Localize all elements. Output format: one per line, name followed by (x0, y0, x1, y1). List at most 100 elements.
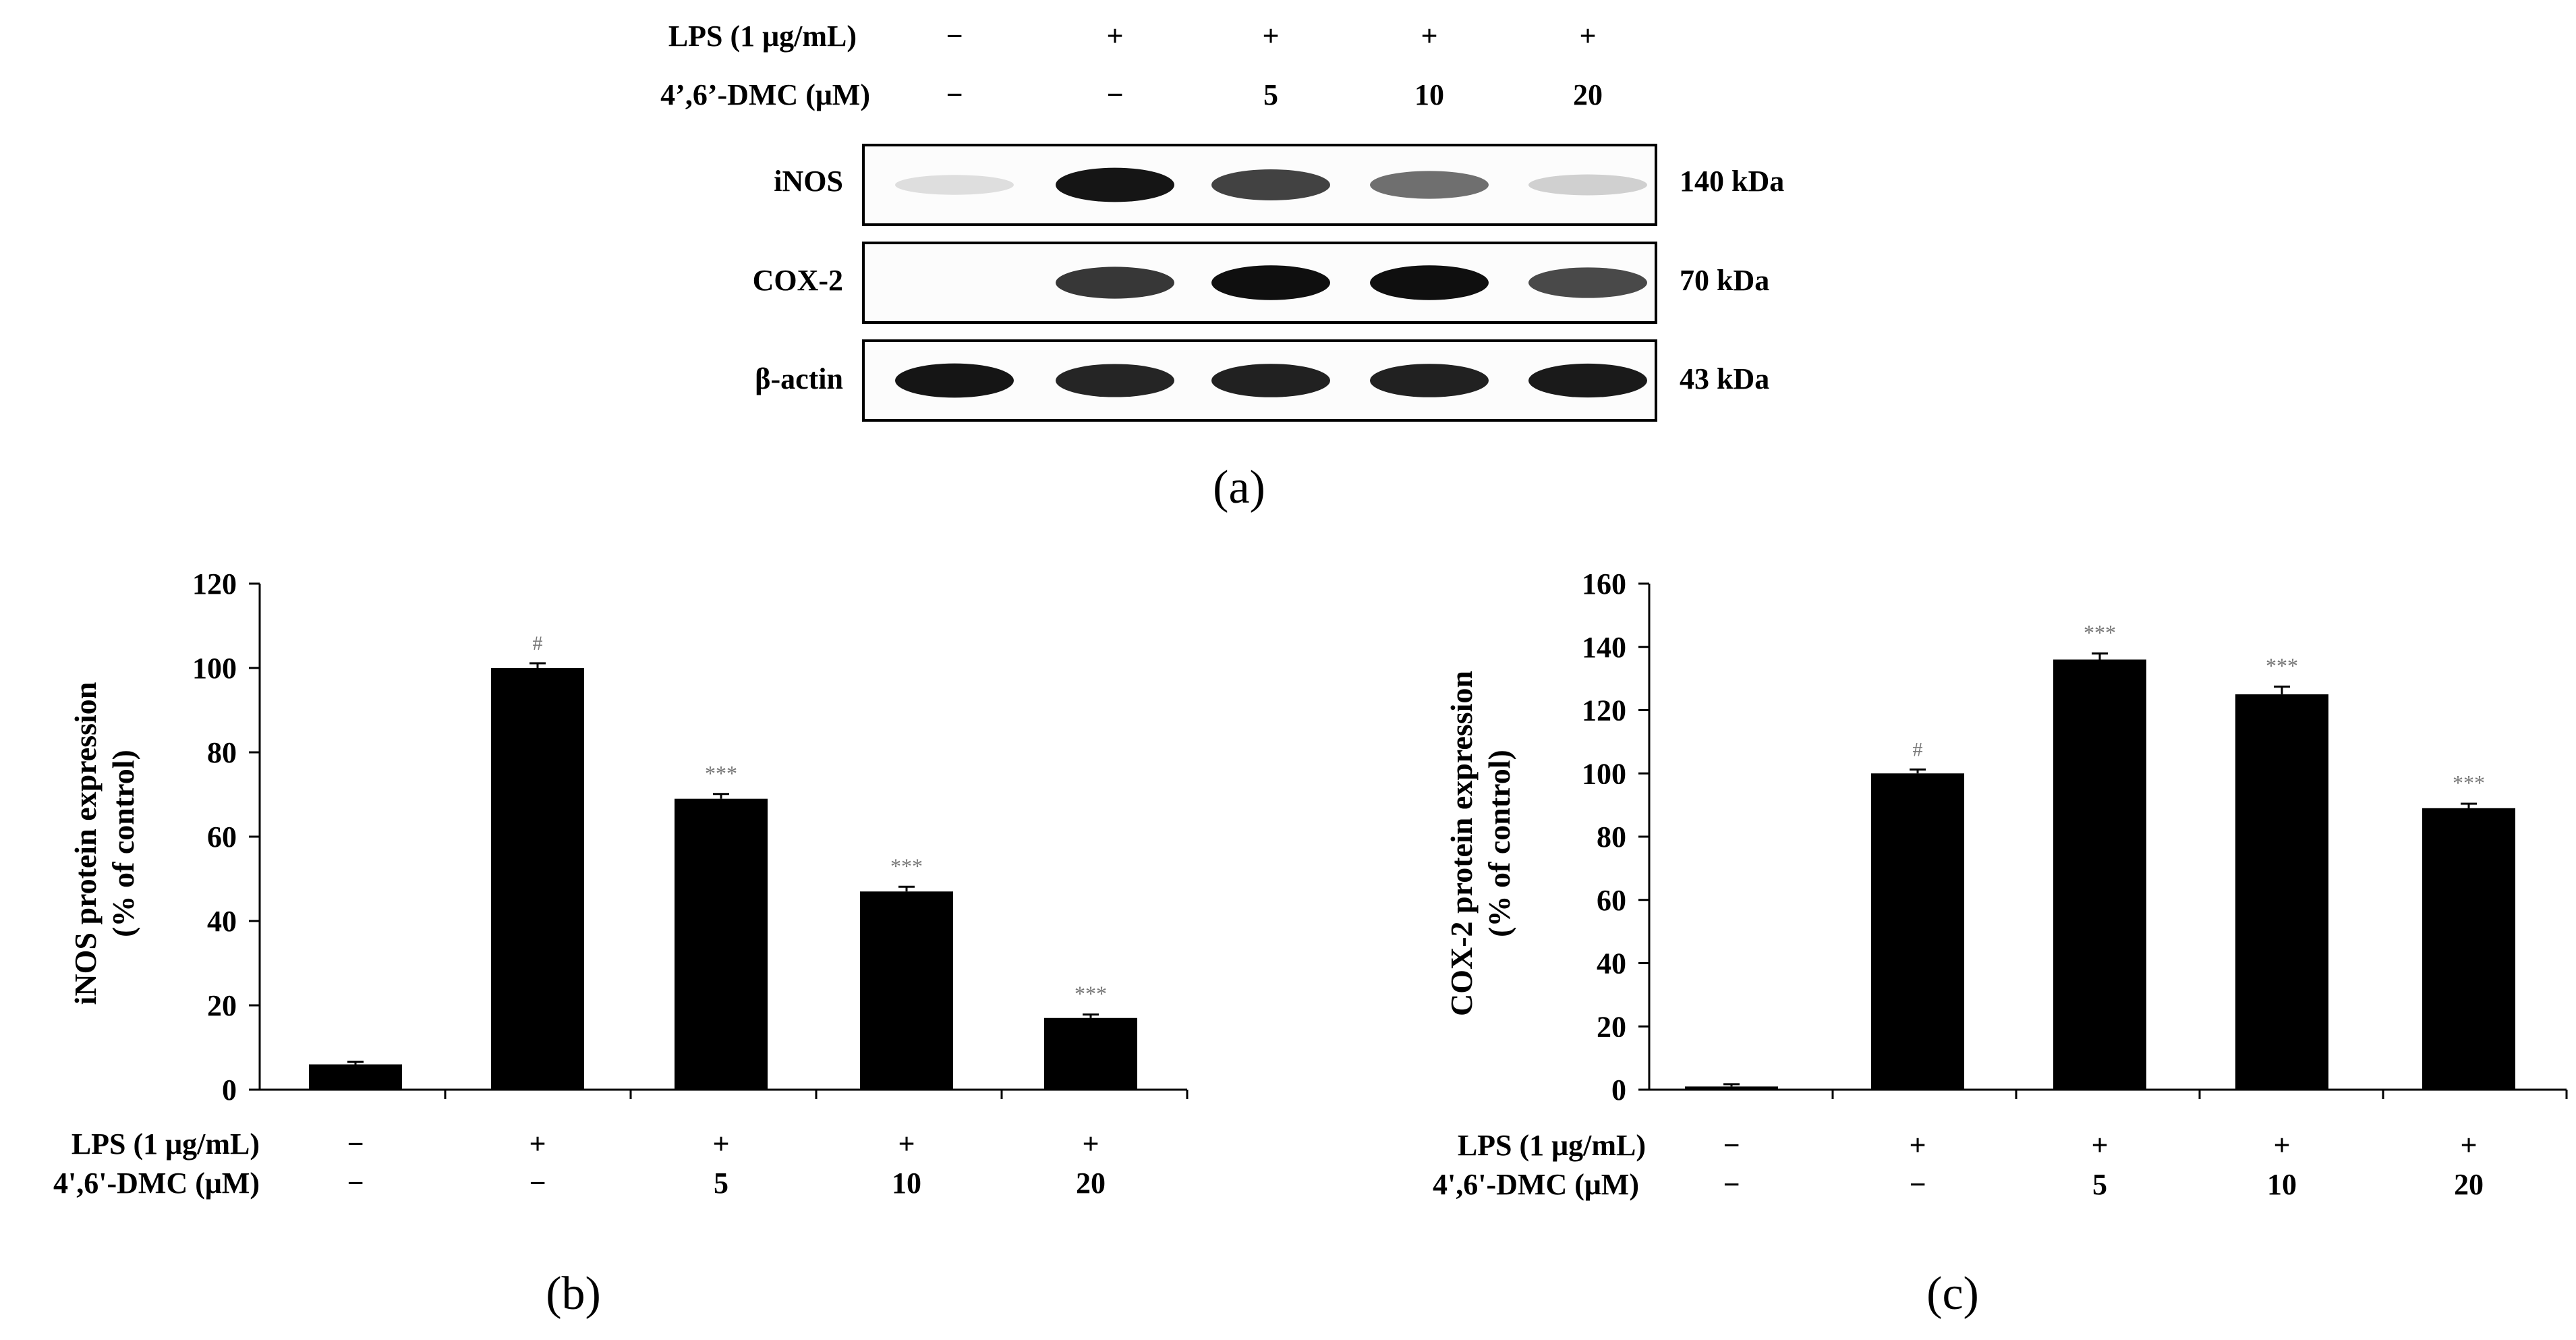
blot-cox2-bands (1056, 265, 1647, 300)
chart-b-ylabel-line1: iNOS protein expression (68, 682, 103, 1005)
bar (491, 668, 584, 1090)
significance-label: *** (705, 761, 737, 785)
blot-cox2-name: COX-2 (753, 264, 843, 297)
significance-label: *** (2266, 654, 2298, 678)
blot-inos: iNOS 140 kDa (774, 144, 1784, 226)
blot-cox2-frame (862, 242, 1657, 324)
treatment-value: + (898, 1127, 915, 1161)
y-tick-label: 80 (1597, 820, 1626, 854)
treatment-value: − (529, 1167, 546, 1200)
panel-a-row1-lane4: + (1421, 20, 1437, 53)
blot-band (1528, 174, 1647, 196)
chart-b-treatment-values: − + + + + − − 5 10 20 (347, 1127, 1106, 1200)
panel-a-row1-lane3: + (1262, 20, 1279, 53)
chart-c-ylabel-line2: (% of control) (1482, 750, 1516, 937)
bar (2422, 808, 2515, 1090)
treatment-value: − (1723, 1168, 1740, 1201)
significance-label: # (533, 632, 543, 654)
y-tick-label: 160 (1582, 567, 1626, 601)
blot-inos-size: 140 kDa (1680, 165, 1784, 198)
significance-label: *** (2084, 620, 2116, 644)
panel-c: COX-2 protein expression (% of control) … (1433, 567, 2568, 1320)
treatment-value: 20 (2454, 1168, 2484, 1201)
y-tick-label: 100 (1582, 757, 1626, 790)
y-tick-label: 140 (1582, 631, 1626, 664)
chart-b-row2-label: 4',6'-DMC (μM) (53, 1167, 260, 1200)
y-tick-label: 40 (207, 905, 237, 938)
chart-c-row1-label: LPS (1 μg/mL) (1458, 1129, 1646, 1162)
blot-band (1211, 169, 1330, 200)
significance-label: *** (890, 854, 923, 878)
chart-c-plot: 0 20 40 60 80 100 120 140 160 # *** *** *** (1582, 567, 2568, 1107)
treatment-value: + (712, 1127, 729, 1161)
blot-inos-bands (895, 167, 1647, 202)
blot-band (1528, 267, 1647, 298)
treatment-value: + (2091, 1129, 2108, 1162)
blot-band (895, 363, 1014, 398)
chart-b-row1-label: LPS (1 μg/mL) (71, 1127, 260, 1161)
y-tick-label: 20 (1597, 1010, 1626, 1043)
treatment-value: 10 (2267, 1168, 2297, 1201)
chart-c-row2-label: 4',6'-DMC (μM) (1433, 1168, 1639, 1201)
treatment-value: 5 (2092, 1168, 2107, 1201)
panel-a-row1-label: LPS (1 μg/mL) (668, 20, 857, 53)
y-tick-label: 100 (192, 652, 237, 685)
bar (2235, 694, 2328, 1090)
blot-band (895, 175, 1014, 195)
blot-cox2-size: 70 kDa (1680, 264, 1769, 297)
panel-a-row1-lane2: + (1106, 20, 1123, 53)
y-tick-label: 20 (207, 989, 237, 1022)
treatment-value: + (2460, 1129, 2477, 1162)
treatment-value: 5 (714, 1167, 728, 1200)
bar (1044, 1017, 1137, 1090)
y-tick-label: 120 (1582, 694, 1626, 727)
panel-a-row2-lane2: − (1106, 78, 1123, 111)
panel-a: LPS (1 μg/mL) 4’,6’-DMC (μM) − + + + + −… (660, 20, 1784, 513)
blot-inos-name: iNOS (774, 165, 843, 198)
panel-a-row2-lane3: 5 (1263, 78, 1278, 111)
panel-a-row2-lane5: 20 (1573, 78, 1603, 111)
chart-c-caption: (c) (1926, 1268, 1979, 1320)
blot-band (1056, 364, 1174, 397)
panel-a-row1-lane5: + (1579, 20, 1596, 53)
treatment-value: − (347, 1127, 364, 1161)
panel-a-row2-lane4: 10 (1414, 78, 1444, 111)
y-tick-label: 120 (192, 567, 237, 601)
significance-label: # (1913, 739, 1923, 761)
bar (309, 1064, 402, 1090)
blot-cox2: COX-2 70 kDa (753, 242, 1769, 324)
panel-b: iNOS protein expression (% of control) 0… (53, 567, 1189, 1320)
treatment-value: − (347, 1167, 364, 1200)
treatment-value: + (1909, 1129, 1926, 1162)
blot-band (1056, 167, 1174, 202)
chart-c-treatment-values: − + + + + − − 5 10 20 (1723, 1129, 2484, 1201)
blot-band (1370, 171, 1489, 199)
chart-c-ylabel-line1: COX-2 protein expression (1444, 671, 1479, 1016)
blot-beta-actin-name: β-actin (755, 362, 843, 395)
bar (1871, 773, 1964, 1090)
y-tick-label: 0 (222, 1073, 237, 1107)
chart-b-plot: 0 20 40 60 80 100 120 # *** *** *** (192, 567, 1189, 1107)
significance-label: *** (2453, 771, 2485, 795)
panel-a-row1-lane1: − (946, 20, 963, 53)
bar (1685, 1086, 1778, 1090)
significance-label: *** (1075, 982, 1107, 1006)
panel-a-caption: (a) (1213, 462, 1265, 513)
blot-band (1056, 267, 1174, 299)
chart-b-caption: (b) (546, 1268, 601, 1320)
treatment-value: − (1909, 1168, 1926, 1201)
y-tick-label: 60 (207, 820, 237, 854)
y-tick-label: 0 (1611, 1073, 1626, 1107)
blot-beta-actin-size: 43 kDa (1680, 362, 1769, 395)
blot-band (1211, 364, 1330, 397)
bar (2053, 659, 2146, 1090)
blot-beta-actin: β-actin 43 kDa (755, 339, 1769, 422)
blot-band (1211, 265, 1330, 300)
panel-a-row2-lane1: − (946, 78, 963, 111)
bar (860, 891, 953, 1090)
blot-band (1528, 363, 1647, 398)
bar (675, 798, 768, 1090)
chart-b-ylabel-line2: (% of control) (106, 750, 140, 937)
treatment-value: − (1723, 1129, 1740, 1162)
